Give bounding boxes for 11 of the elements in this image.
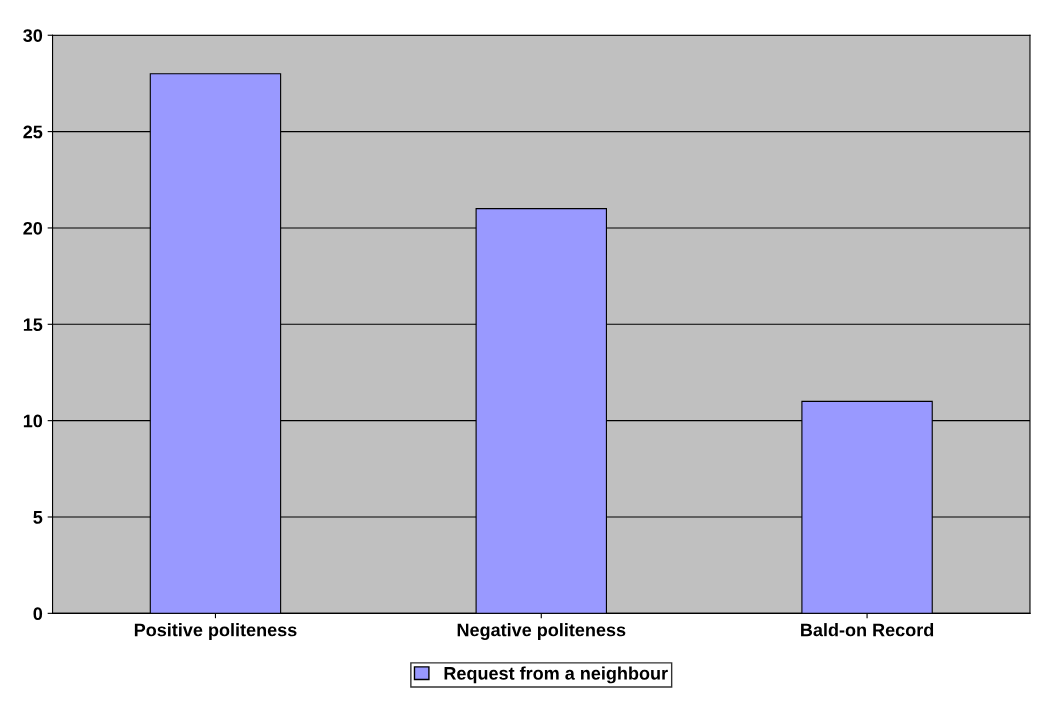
y-tick-label: 15: [23, 318, 43, 332]
y-tick-label: 30: [23, 29, 43, 42]
x-tick-label: Positive politeness: [134, 623, 297, 640]
y-tick-label: 20: [23, 221, 43, 235]
x-tick-label: Negative politeness: [457, 623, 626, 640]
x-tick-label: Bald-on Record: [801, 623, 934, 637]
y-tick-label: 5: [33, 511, 43, 524]
y-tick-label: 10: [23, 414, 43, 428]
y-tick-label: 25: [23, 125, 43, 139]
legend-label: Request from a neighbour: [444, 666, 668, 684]
y-tick-label: 0: [33, 607, 43, 621]
